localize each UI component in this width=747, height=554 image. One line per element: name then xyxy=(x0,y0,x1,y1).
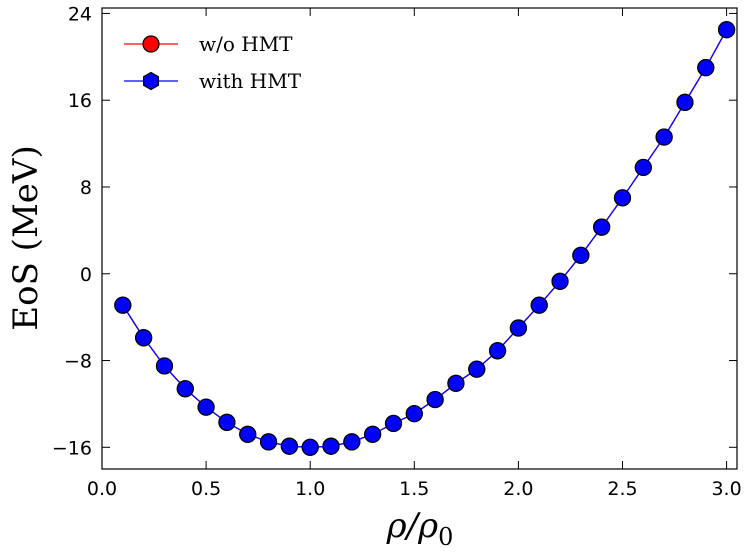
legend-item-1: w/o HMT xyxy=(124,32,293,56)
x-tick-label: 1.5 xyxy=(399,478,429,500)
data-point xyxy=(218,413,236,431)
data-point xyxy=(301,438,319,456)
data-point xyxy=(197,398,215,416)
data-point xyxy=(280,437,298,455)
legend-marker-hexagon xyxy=(143,71,159,91)
x-axis-title-main: ρ/ρ xyxy=(386,506,438,546)
x-tick-label: 1.0 xyxy=(295,478,325,500)
y-tick-label: −16 xyxy=(52,437,92,459)
data-point xyxy=(259,433,278,451)
x-tick-label: 2.5 xyxy=(607,478,637,500)
data-point xyxy=(135,329,153,347)
data-point xyxy=(488,342,507,360)
data-point xyxy=(655,128,673,146)
x-axis-title: ρ/ρ0 xyxy=(386,506,454,551)
data-point xyxy=(697,59,715,77)
data-point xyxy=(176,380,194,398)
legend: w/o HMT with HMT xyxy=(124,32,302,93)
data-point xyxy=(593,218,611,236)
y-axis: −16 −8 0 8 16 24 xyxy=(52,3,737,459)
y-tick-label: 0 xyxy=(80,264,92,286)
y-tick-label: 16 xyxy=(68,90,92,112)
data-point xyxy=(384,414,403,433)
x-tick-label: 0.5 xyxy=(191,478,221,500)
data-point xyxy=(447,374,465,392)
data-point xyxy=(239,425,257,443)
x-axis-title-subscript: 0 xyxy=(438,523,453,551)
data-point xyxy=(530,296,548,314)
legend-label: w/o HMT xyxy=(199,32,293,56)
data-point xyxy=(717,21,736,39)
series-layer xyxy=(114,21,736,456)
data-point xyxy=(155,357,174,375)
data-point xyxy=(405,405,423,423)
data-point xyxy=(509,319,527,337)
data-point xyxy=(322,437,340,455)
data-point xyxy=(114,296,132,314)
data-point xyxy=(426,390,444,409)
y-axis-title: EoS (MeV) xyxy=(6,145,46,330)
plot-frame xyxy=(101,7,738,470)
data-point xyxy=(468,360,486,378)
data-point xyxy=(343,433,361,451)
x-tick-label: 2.0 xyxy=(503,478,533,500)
legend-item-2: with HMT xyxy=(124,69,302,93)
data-point xyxy=(676,93,694,111)
x-axis: 0.0 0.5 1.0 1.5 2.0 2.5 3.0 xyxy=(87,8,742,500)
data-point xyxy=(364,425,382,443)
x-tick-label: 0.0 xyxy=(87,478,117,500)
y-tick-label: −8 xyxy=(64,351,92,373)
data-point xyxy=(613,189,632,207)
legend-label: with HMT xyxy=(199,69,302,93)
series-2 xyxy=(114,21,736,456)
y-tick-label: 24 xyxy=(68,3,92,25)
data-point xyxy=(551,272,569,290)
x-tick-label: 3.0 xyxy=(711,478,741,500)
y-tick-label: 8 xyxy=(80,177,92,199)
data-point xyxy=(572,246,590,264)
legend-marker-circle xyxy=(142,35,160,53)
data-point xyxy=(634,158,652,177)
